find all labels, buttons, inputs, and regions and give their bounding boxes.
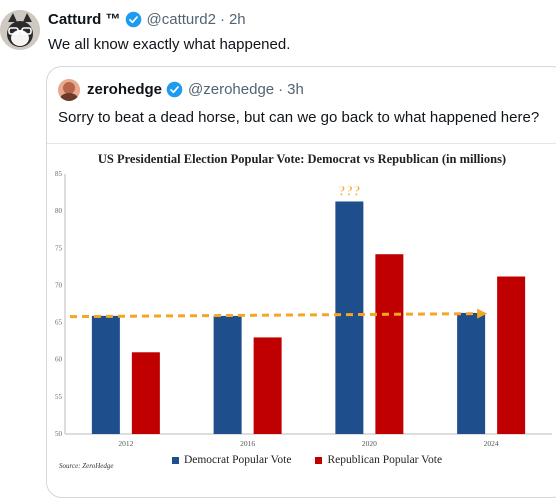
legend-swatch-democrat	[171, 456, 179, 464]
quote-header: zerohedge @zerohedge · 3h	[87, 81, 304, 98]
author-name[interactable]: Catturd ™	[48, 11, 121, 28]
y-tick-label: 65	[55, 319, 63, 327]
quote-timestamp[interactable]: 3h	[287, 81, 304, 98]
y-tick-label: 85	[55, 170, 63, 178]
bar-republican	[375, 254, 404, 434]
quote-author-handle[interactable]: @zerohedge	[188, 81, 275, 98]
legend-item-republican: Republican Popular Vote	[315, 454, 442, 466]
y-tick-label: 55	[55, 393, 63, 401]
x-tick-label: 2012	[118, 439, 133, 448]
verified-badge-icon	[125, 11, 141, 28]
quote-author-name[interactable]: zerohedge	[87, 81, 163, 98]
bar-democrat	[91, 315, 120, 434]
x-tick-label: 2016	[240, 439, 255, 448]
bar-democrat	[457, 312, 486, 434]
quoted-tweet[interactable]: zerohedge @zerohedge · 3h Sorry to beat …	[46, 66, 556, 498]
chart-image[interactable]: US Presidential Election Popular Vote: D…	[47, 143, 556, 484]
author-handle[interactable]: @catturd2	[146, 11, 216, 28]
y-tick-label: 75	[55, 244, 63, 252]
bar-chart: 50 55 60 65 70 75 80 85 2012 2016 2020 2024???	[55, 170, 552, 448]
y-tick-label: 80	[55, 207, 63, 215]
y-tick-label: 70	[55, 281, 63, 289]
tweet-header: Catturd ™ @catturd2 · 2h	[48, 11, 246, 28]
bar-republican	[253, 337, 282, 434]
quote-text: Sorry to beat a dead horse, but can we g…	[58, 109, 540, 126]
zerohedge-avatar	[58, 79, 80, 101]
chart-title: US Presidential Election Popular Vote: D…	[97, 152, 507, 166]
bar-democrat	[335, 201, 364, 434]
separator-dot: ·	[278, 81, 284, 98]
annotation-question-marks: ???	[338, 183, 361, 199]
legend-item-democrat: Democrat Popular Vote	[171, 454, 292, 466]
bar-republican	[131, 352, 160, 434]
tweet-timestamp[interactable]: 2h	[228, 11, 246, 28]
bar-republican	[497, 276, 526, 434]
y-tick-label: 50	[55, 430, 63, 438]
verified-badge-icon	[166, 81, 183, 98]
tweet-text: We all know exactly what happened.	[48, 36, 291, 53]
trend-arrowhead	[477, 308, 488, 319]
x-tick-label: 2020	[362, 439, 377, 448]
trend-line	[69, 312, 478, 319]
bar-democrat	[213, 315, 242, 434]
chart-legend: Democrat Popular Vote Republican Popular…	[47, 454, 556, 466]
legend-label-republican: Republican Popular Vote	[327, 454, 443, 466]
y-tick-label: 60	[55, 356, 63, 364]
legend-label-democrat: Democrat Popular Vote	[183, 454, 292, 466]
x-tick-label: 2024	[484, 439, 499, 448]
legend-swatch-republican	[315, 456, 323, 464]
catturd-avatar[interactable]	[0, 10, 40, 50]
separator-dot: ·	[219, 11, 225, 28]
cat-avatar-icon	[0, 10, 40, 50]
zerohedge-avatar-icon	[58, 79, 80, 101]
chart-source: Source: ZeroHedge	[59, 462, 114, 470]
